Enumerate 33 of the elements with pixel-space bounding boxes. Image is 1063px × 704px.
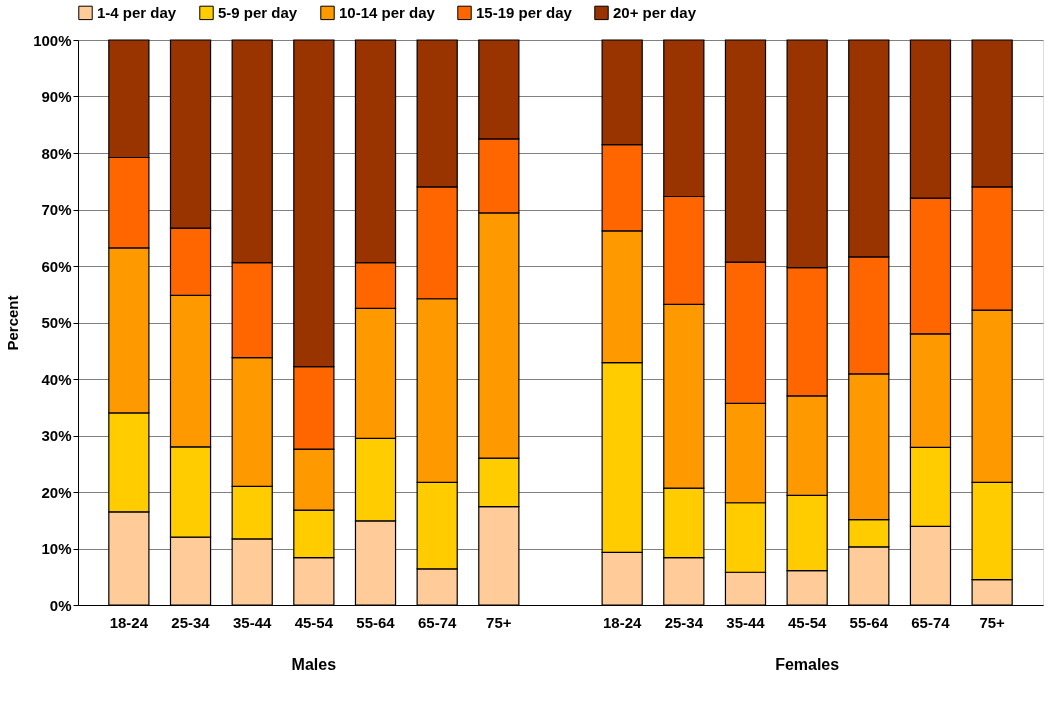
x-tick-label: 75+ [486,613,512,631]
y-tick-label: 80% [41,144,72,162]
y-tick-label: 90% [41,88,72,105]
x-tick-label: 45-54 [294,613,334,631]
y-tick-label: 60% [41,257,72,275]
y-tick-label: 50% [41,314,72,331]
y-tick-label: 30% [41,427,72,444]
y-tick-label: 20% [41,483,72,501]
y-tick-label: 10% [41,540,72,557]
x-tick-label: 25-34 [664,613,704,631]
legend-label: 1-4 per day [97,3,177,21]
x-tick-label: 55-64 [849,613,889,631]
y-tick-label: 70% [41,201,72,218]
legend-label: 20+ per day [613,3,697,21]
x-tick-label: 18-24 [109,613,149,631]
text: Females [775,656,840,673]
x-tick-label: 75+ [979,613,1006,631]
y-tick-label: 0% [49,596,72,614]
y-tick-label: 100% [33,31,72,49]
x-tick-label: 25-34 [171,613,211,631]
x-tick-label: 55-64 [356,613,396,631]
legend-label: 5-9 per day [218,3,298,21]
y-tick-label: 40% [41,370,72,388]
legend-label: 10-14 per day [339,3,436,21]
x-tick-label: 65-74 [911,613,951,631]
x-tick-label: 65-74 [417,613,458,631]
x-tick-label: 45-54 [787,613,827,631]
text: Males [291,656,337,673]
legend-label: 15-19 per day [476,3,573,21]
x-tick-label: 18-24 [602,613,642,631]
y-axis-title: Percent [4,295,22,351]
x-tick-label: 35-44 [233,613,273,631]
x-tick-label: 35-44 [726,613,766,631]
